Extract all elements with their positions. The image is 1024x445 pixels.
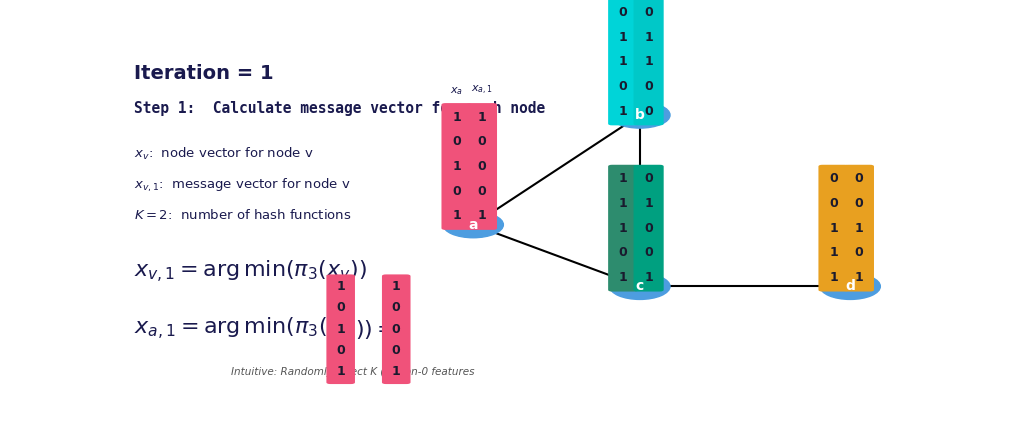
Text: 0: 0 <box>644 222 653 235</box>
Text: 0: 0 <box>618 247 628 259</box>
Text: $x_v$:  node vector for node v: $x_v$: node vector for node v <box>134 146 314 162</box>
Text: $x_{a,1}$: $x_{a,1}$ <box>471 84 493 97</box>
Text: 0: 0 <box>829 172 838 185</box>
FancyBboxPatch shape <box>608 0 638 125</box>
Text: 1: 1 <box>336 365 345 378</box>
Text: 0: 0 <box>477 185 486 198</box>
Text: a: a <box>468 218 478 232</box>
Text: 1: 1 <box>618 172 628 185</box>
Text: 1: 1 <box>618 56 628 69</box>
Text: 0: 0 <box>855 197 863 210</box>
Text: 0: 0 <box>392 302 400 315</box>
Text: 1: 1 <box>392 280 400 293</box>
Text: 1: 1 <box>855 222 863 235</box>
Text: 1: 1 <box>618 222 628 235</box>
Text: 1: 1 <box>618 105 628 118</box>
Text: $K = 2$:  number of hash functions: $K = 2$: number of hash functions <box>134 207 352 222</box>
Text: 1: 1 <box>336 323 345 336</box>
Text: 0: 0 <box>644 6 653 19</box>
Text: 0: 0 <box>453 185 461 198</box>
Text: 1: 1 <box>453 111 461 124</box>
Text: 0: 0 <box>855 172 863 185</box>
Text: 1: 1 <box>644 197 653 210</box>
Text: $)) =$: $)) =$ <box>355 318 395 341</box>
Text: 1: 1 <box>392 365 400 378</box>
FancyBboxPatch shape <box>608 165 638 291</box>
Text: d: d <box>845 279 855 293</box>
Text: 1: 1 <box>829 247 838 259</box>
Text: 1: 1 <box>618 271 628 284</box>
FancyBboxPatch shape <box>441 103 472 230</box>
Text: 1: 1 <box>855 271 863 284</box>
Text: 0: 0 <box>829 197 838 210</box>
Text: 1: 1 <box>453 160 461 173</box>
Text: 1: 1 <box>829 271 838 284</box>
Circle shape <box>820 273 881 299</box>
Text: 1: 1 <box>644 56 653 69</box>
Text: 0: 0 <box>392 344 400 357</box>
Text: 0: 0 <box>336 344 345 357</box>
Text: 0: 0 <box>644 247 653 259</box>
FancyBboxPatch shape <box>467 103 497 230</box>
Text: $x_{v,1}$:  message vector for node v: $x_{v,1}$: message vector for node v <box>134 177 351 194</box>
Text: 1: 1 <box>644 31 653 44</box>
Text: 0: 0 <box>477 160 486 173</box>
FancyBboxPatch shape <box>327 275 355 384</box>
Text: 1: 1 <box>453 209 461 222</box>
FancyBboxPatch shape <box>382 275 411 384</box>
Text: 0: 0 <box>392 323 400 336</box>
FancyBboxPatch shape <box>818 165 849 291</box>
Text: Iteration = 1: Iteration = 1 <box>134 64 274 83</box>
Text: $x_{a,1} = \arg\min(\pi_3($: $x_{a,1} = \arg\min(\pi_3($ <box>134 316 328 342</box>
Text: b: b <box>635 108 645 122</box>
FancyBboxPatch shape <box>634 0 664 125</box>
Text: 0: 0 <box>618 80 628 93</box>
Text: 0: 0 <box>453 135 461 148</box>
Text: 1: 1 <box>477 209 486 222</box>
Text: 0: 0 <box>644 172 653 185</box>
Text: 0: 0 <box>644 105 653 118</box>
Text: 1: 1 <box>618 31 628 44</box>
Text: 1: 1 <box>644 271 653 284</box>
Text: 0: 0 <box>855 247 863 259</box>
Text: 0: 0 <box>644 80 653 93</box>
Text: Intuitive: Randomly select K (2) non-0 features: Intuitive: Randomly select K (2) non-0 f… <box>231 367 475 377</box>
Text: c: c <box>636 279 644 293</box>
FancyBboxPatch shape <box>634 165 664 291</box>
Text: 1: 1 <box>618 197 628 210</box>
Text: $x_a$: $x_a$ <box>450 85 463 97</box>
Text: 1: 1 <box>336 280 345 293</box>
Text: $x_{v,1} = \arg\min(\pi_3(x_v))$: $x_{v,1} = \arg\min(\pi_3(x_v))$ <box>134 259 368 285</box>
Circle shape <box>609 273 670 299</box>
Text: 0: 0 <box>477 135 486 148</box>
Text: 1: 1 <box>477 111 486 124</box>
Circle shape <box>443 212 504 238</box>
Text: 0: 0 <box>618 6 628 19</box>
Text: 0: 0 <box>336 302 345 315</box>
Text: 1: 1 <box>829 222 838 235</box>
Circle shape <box>609 102 670 128</box>
Text: Step 1:  Calculate message vector for each node: Step 1: Calculate message vector for eac… <box>134 101 546 117</box>
FancyBboxPatch shape <box>844 165 874 291</box>
